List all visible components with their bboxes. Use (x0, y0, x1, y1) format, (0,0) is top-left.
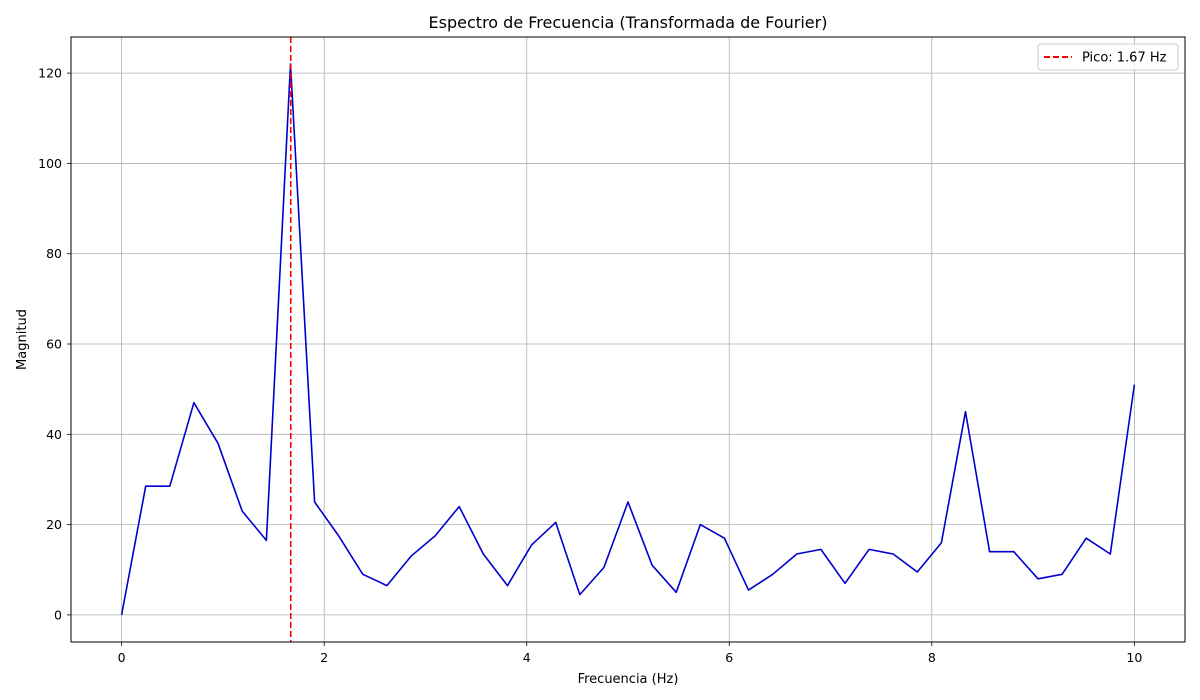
y-tick-label: 40 (46, 427, 62, 442)
y-tick-label: 80 (46, 246, 62, 261)
x-tick-label: 8 (928, 650, 936, 665)
y-tick-label: 60 (46, 337, 62, 352)
y-tick-label: 0 (54, 607, 62, 622)
plot-frame (70, 36, 1186, 643)
chart-title: Espectro de Frecuencia (Transformada de … (429, 13, 828, 32)
grid (71, 37, 1185, 642)
x-tick-label: 0 (118, 650, 126, 665)
x-tick-label: 6 (725, 650, 733, 665)
x-axis-label: Frecuencia (Hz) (578, 672, 679, 687)
x-tick-label: 4 (523, 650, 531, 665)
y-tick-label: 100 (38, 156, 62, 171)
y-tick-label: 120 (38, 66, 62, 81)
series-line-0 (120, 63, 1136, 616)
x-tick-label: 10 (1126, 650, 1142, 665)
y-tick-label: 20 (46, 517, 62, 532)
series-layer (120, 63, 1136, 616)
legend: Pico: 1.67 Hz (1037, 43, 1179, 71)
legend-box (1037, 43, 1179, 71)
legend-label-peak: Pico: 1.67 Hz (1082, 51, 1167, 66)
y-axis-label: Magnitud (15, 309, 30, 370)
x-tick-label: 2 (320, 650, 328, 665)
